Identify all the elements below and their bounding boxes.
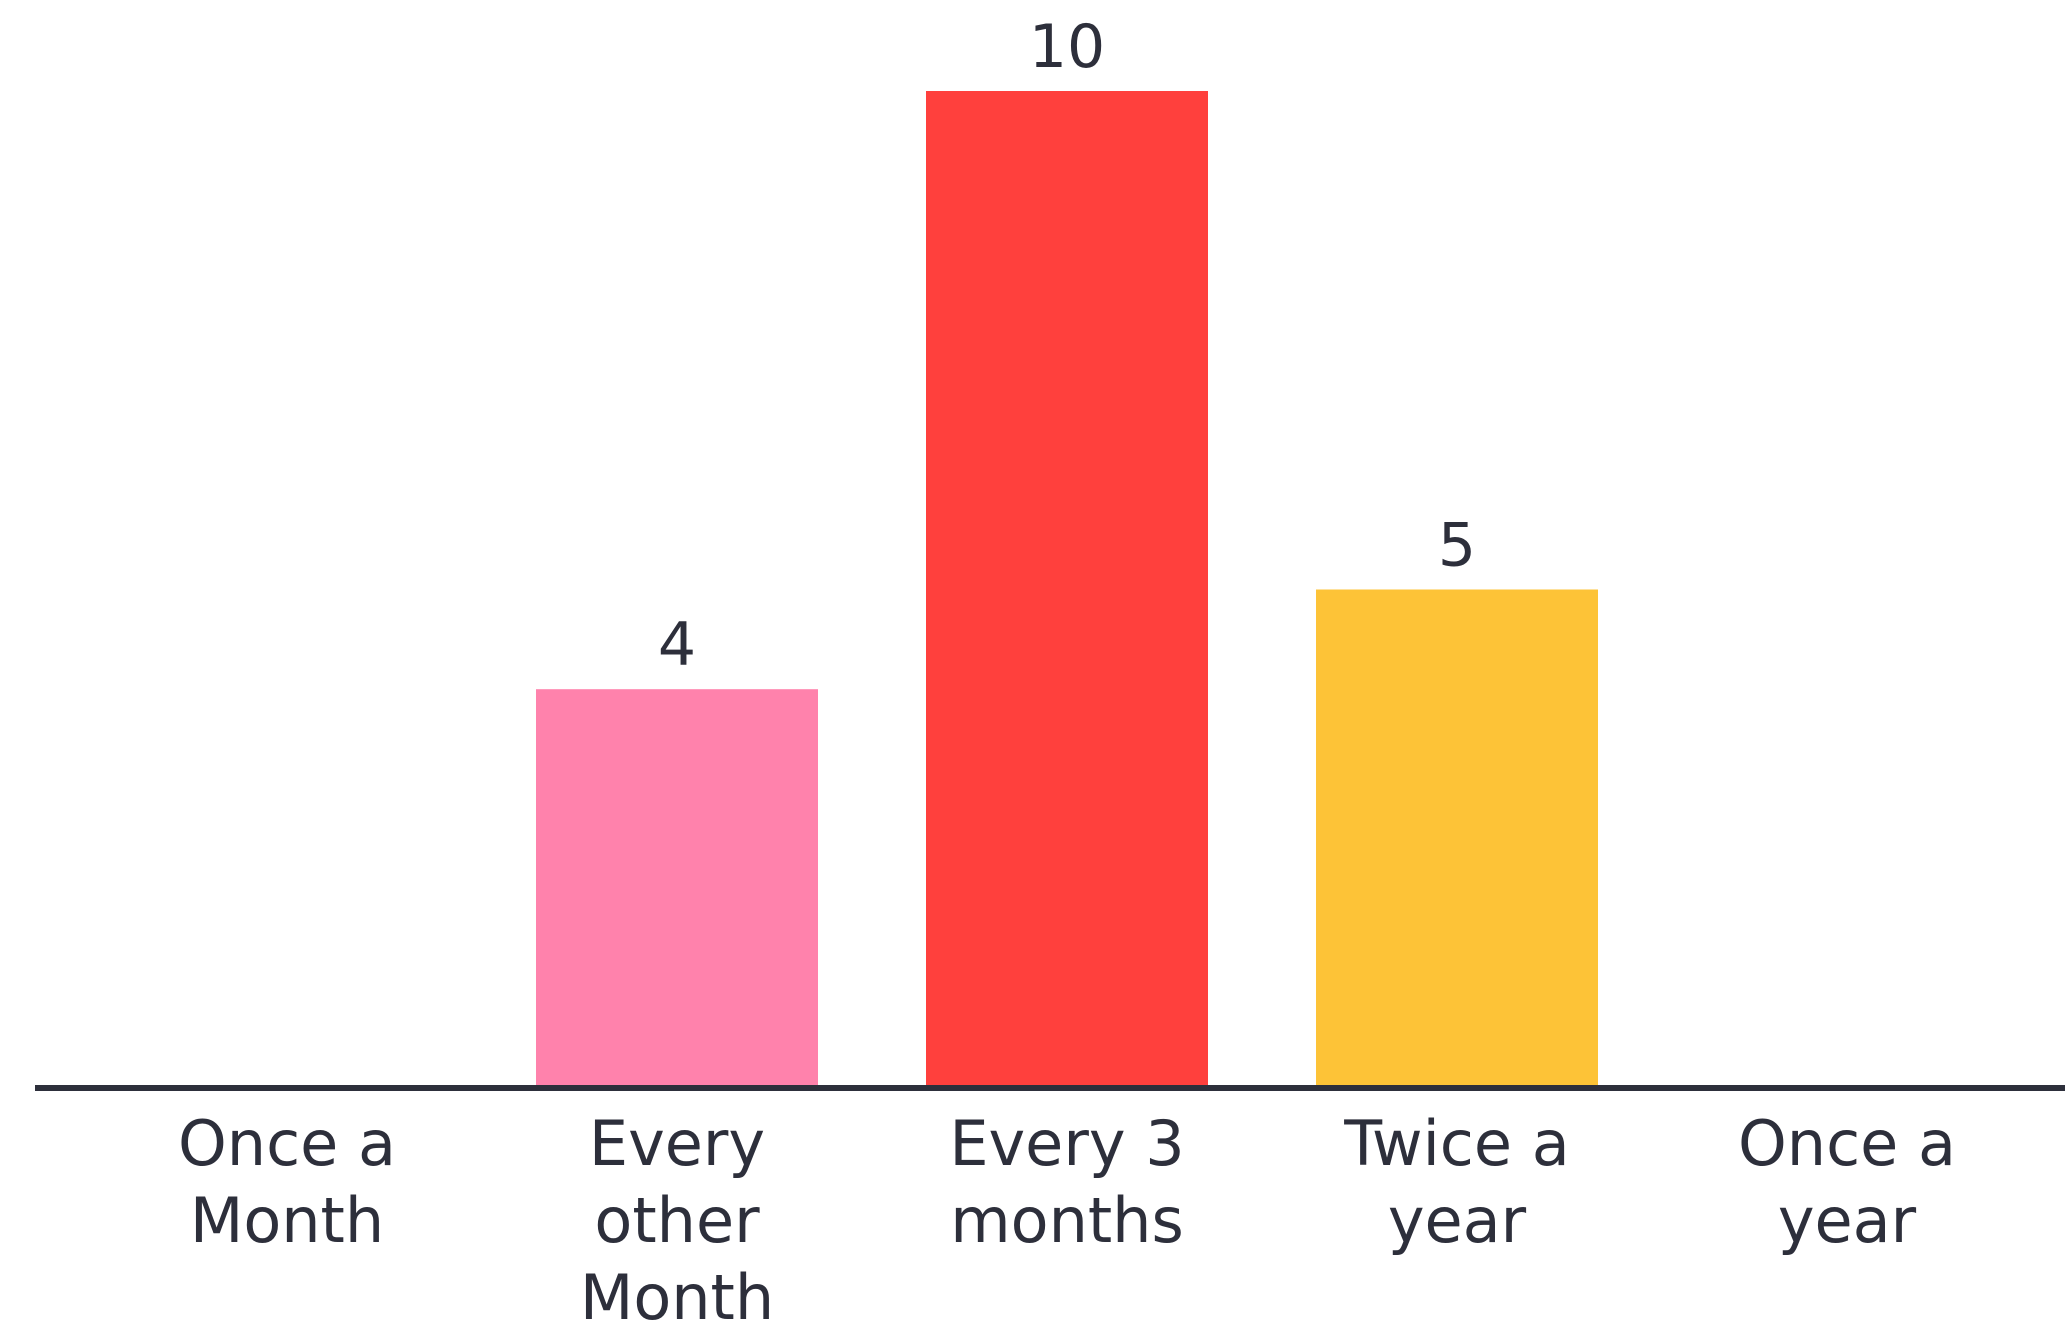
bar-value-label: 4 (658, 610, 696, 680)
bars-group (536, 91, 1598, 1088)
category-label-line: Month (190, 1184, 384, 1257)
category-label: Every other Month (580, 1107, 774, 1325)
bar (926, 91, 1208, 1088)
category-label: Once a year (1738, 1107, 1956, 1257)
category-label: Every 3 months (949, 1107, 1184, 1257)
category-label-line: Every 3 (949, 1107, 1184, 1180)
bar-value-label: 5 (1438, 511, 1476, 581)
category-label-line: months (950, 1184, 1184, 1257)
bar-value-label: 10 (1029, 12, 1105, 82)
category-label-line: Once a (178, 1107, 396, 1180)
bar (1316, 589, 1598, 1088)
category-label-line: Once a (1738, 1107, 1956, 1180)
category-label: Twice a year (1343, 1107, 1569, 1257)
bar (536, 689, 818, 1088)
value-labels-group: 4 10 5 (658, 12, 1476, 680)
category-label-line: Every (589, 1107, 765, 1180)
category-label: Once a Month (178, 1107, 396, 1257)
category-label-line: year (1778, 1184, 1917, 1257)
category-label-line: Twice a (1343, 1107, 1569, 1180)
category-label-line: other (594, 1184, 760, 1257)
category-label-line: Month (580, 1261, 774, 1325)
category-label-line: year (1388, 1184, 1527, 1257)
